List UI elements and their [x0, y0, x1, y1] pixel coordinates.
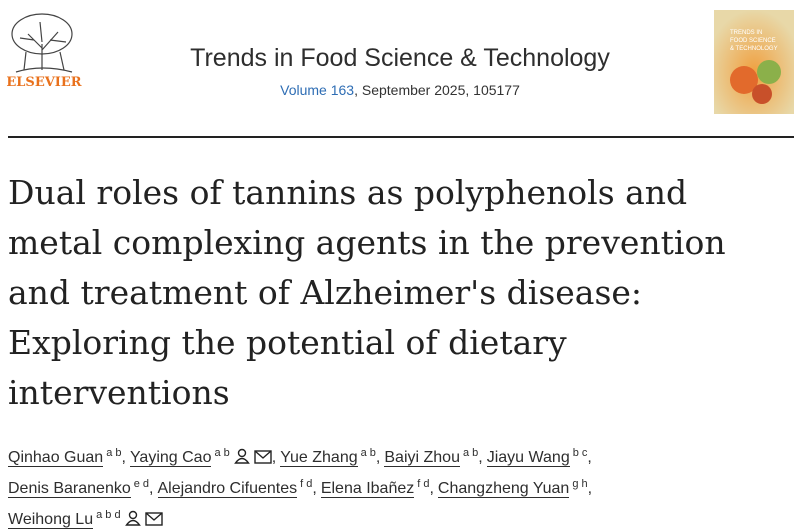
- author: Denis Baranenko e d,: [8, 471, 154, 502]
- author-email-icon[interactable]: [254, 450, 272, 464]
- journal-cover[interactable]: TRENDS IN FOOD SCIENCE & TECHNOLOGY: [714, 10, 794, 114]
- author-separator: ,: [149, 480, 154, 497]
- author-affiliations: g h: [572, 478, 588, 490]
- author: Qinhao Guan a b,: [8, 440, 126, 471]
- author-separator: ,: [375, 449, 381, 466]
- cover-text: & TECHNOLOGY: [730, 46, 778, 52]
- author-name[interactable]: Jiayu Wang: [486, 449, 570, 467]
- author-list: Qinhao Guan a b, Yaying Cao a b, Yue Zhang a …: [8, 440, 708, 529]
- author-separator: ,: [478, 449, 483, 466]
- author-email-icon[interactable]: [144, 512, 163, 526]
- author-separator: ,: [587, 480, 593, 497]
- volume-link[interactable]: Volume 163: [280, 82, 355, 98]
- author: Changzheng Yuan g h,: [437, 471, 593, 502]
- title-line: Exploring the potential of dietary: [8, 323, 567, 362]
- author-name[interactable]: Elena Ibañez: [320, 480, 415, 498]
- author-name[interactable]: Weihong Lu: [8, 511, 94, 529]
- article-title: Dual roles of tannins as polyphenols and…: [8, 168, 726, 418]
- cover-text: TRENDS IN: [730, 30, 762, 36]
- author-separator: ,: [121, 449, 126, 466]
- title-line: interventions: [8, 373, 230, 412]
- title-line: Dual roles of tannins as polyphenols and: [8, 173, 688, 212]
- issue-details: , September 2025, 105177: [354, 82, 520, 98]
- author: Yue Zhang a b,: [280, 440, 380, 471]
- title-line: metal complexing agents in the preventio…: [8, 223, 726, 262]
- author-separator: ,: [429, 480, 434, 497]
- divider: [8, 136, 794, 138]
- author-name[interactable]: Yue Zhang: [280, 449, 358, 467]
- author-name[interactable]: Changzheng Yuan: [437, 480, 570, 498]
- author-affiliations: a b d: [96, 509, 121, 521]
- author: Baiyi Zhou a b,: [384, 440, 483, 471]
- author-affiliations: f d: [300, 478, 313, 490]
- publisher-logo[interactable]: ELSEVIER: [6, 8, 82, 90]
- author-name[interactable]: Denis Baranenko: [8, 480, 131, 498]
- author-name[interactable]: Alejandro Cifuentes: [157, 480, 298, 498]
- author-affiliations: a b: [462, 447, 479, 459]
- journal-title[interactable]: Trends in Food Science & Technology: [190, 44, 610, 72]
- author: Alejandro Cifuentes f d,: [157, 471, 317, 502]
- author-affiliations: a b: [106, 447, 122, 459]
- cover-text: FOOD SCIENCE: [730, 38, 776, 44]
- author: Jiayu Wang b c,: [486, 440, 592, 471]
- author-separator: ,: [587, 449, 592, 466]
- author-profile-icon[interactable]: [233, 448, 250, 464]
- author: Weihong Lu a b d: [8, 502, 163, 529]
- author-name[interactable]: Qinhao Guan: [8, 449, 104, 467]
- author-affiliations: f d: [417, 478, 430, 490]
- author-name[interactable]: Yaying Cao: [129, 449, 212, 467]
- author-profile-icon[interactable]: [124, 510, 141, 526]
- author: Elena Ibañez f d,: [320, 471, 434, 502]
- author-separator: ,: [271, 449, 277, 466]
- author-affiliations: a b: [214, 447, 230, 459]
- author-separator: ,: [312, 480, 317, 497]
- publisher-name: ELSEVIER: [6, 75, 81, 90]
- author-name[interactable]: Baiyi Zhou: [384, 449, 460, 467]
- issue-info: Volume 163, September 2025, 105177: [130, 82, 670, 98]
- author-affiliations: a b: [360, 447, 376, 459]
- author-affiliations: b c: [572, 447, 588, 459]
- author-affiliations: e d: [133, 478, 150, 490]
- author: Yaying Cao a b,: [129, 440, 277, 471]
- title-line: and treatment of Alzheimer's disease:: [8, 273, 643, 312]
